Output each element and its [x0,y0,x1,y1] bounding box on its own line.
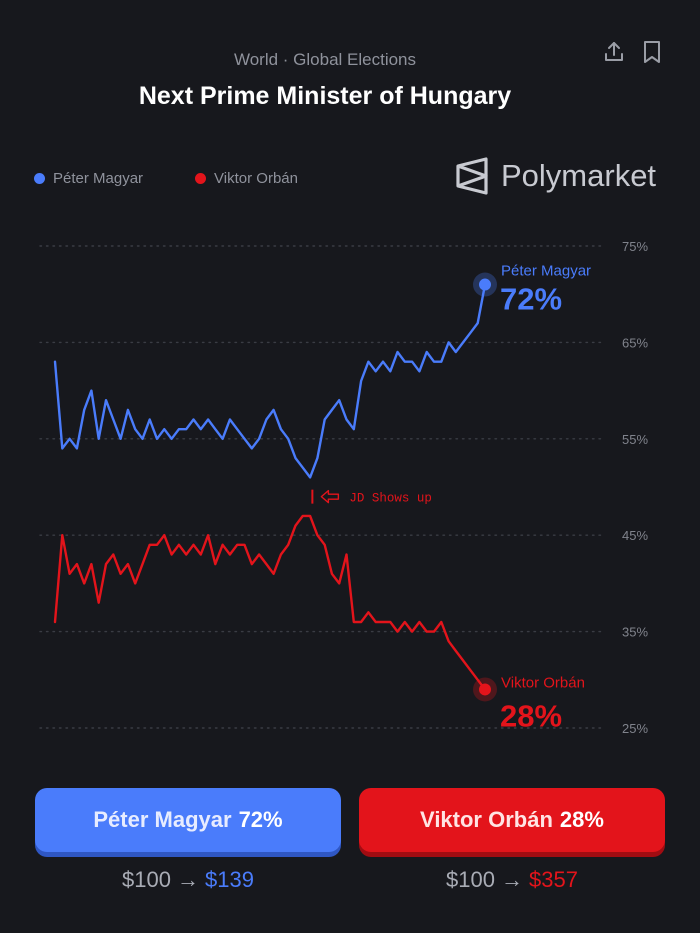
breadcrumb[interactable]: World · Global Elections [233,50,417,69]
brand: Polymarket [455,157,656,195]
series-line [53,283,487,479]
legend-item-orban: Viktor Orbán [195,170,298,187]
share-icon[interactable] [600,38,628,66]
bet-percent: 72% [238,807,283,832]
payout-value: $357 [529,867,578,892]
y-tick-label: 45% [622,528,648,543]
price-chart: 75% 65% 55% 45% 35% 25% Péter Magyar 72% Viktor … [39,239,648,736]
end-point [479,278,491,291]
arrow-left-icon [320,489,340,504]
legend-label: Viktor Orbán [214,170,298,187]
bookmark-icon[interactable] [638,38,666,66]
legend-label: Péter Magyar [53,170,144,187]
bet-name: Viktor Orbán [420,807,553,832]
series-end-value: 72% [500,282,562,317]
page-title: Next Prime Minister of Hungary [138,82,512,110]
series-end-label: Viktor Orbán [501,674,585,691]
brand-name: Polymarket [501,158,657,193]
series-line [53,514,487,691]
payout-magyar: $100 → $139 [35,867,341,893]
y-tick-label: 55% [622,432,648,447]
series-end-label: Péter Magyar [501,263,591,280]
payout-value: $139 [205,867,254,892]
legend-dot-red [195,173,207,184]
bet-button-magyar[interactable]: Péter Magyar 72% [35,788,341,852]
annotation-label: JD Shows up [349,492,432,506]
y-tick-label: 25% [622,721,648,736]
bet-name: Péter Magyar [93,807,232,832]
legend-item-magyar: Péter Magyar [34,170,143,187]
stake: $100 [446,867,495,892]
y-tick-label: 75% [622,239,648,254]
series-end-value: 28% [500,698,562,733]
arrow-right-icon: → [177,867,199,892]
bet-percent: 28% [559,807,604,832]
payout-orban: $100 → $357 [359,867,665,893]
end-point [479,683,491,696]
bet-button-orban[interactable]: Viktor Orbán 28% [359,788,665,852]
chart-legend: Péter Magyar Viktor Orbán [34,170,298,187]
legend-dot-blue [34,173,45,184]
stake: $100 [122,867,171,892]
y-tick-label: 35% [622,625,648,640]
arrow-right-icon: → [501,867,523,892]
y-tick-label: 65% [622,335,648,350]
polymarket-logo-icon [456,157,488,195]
